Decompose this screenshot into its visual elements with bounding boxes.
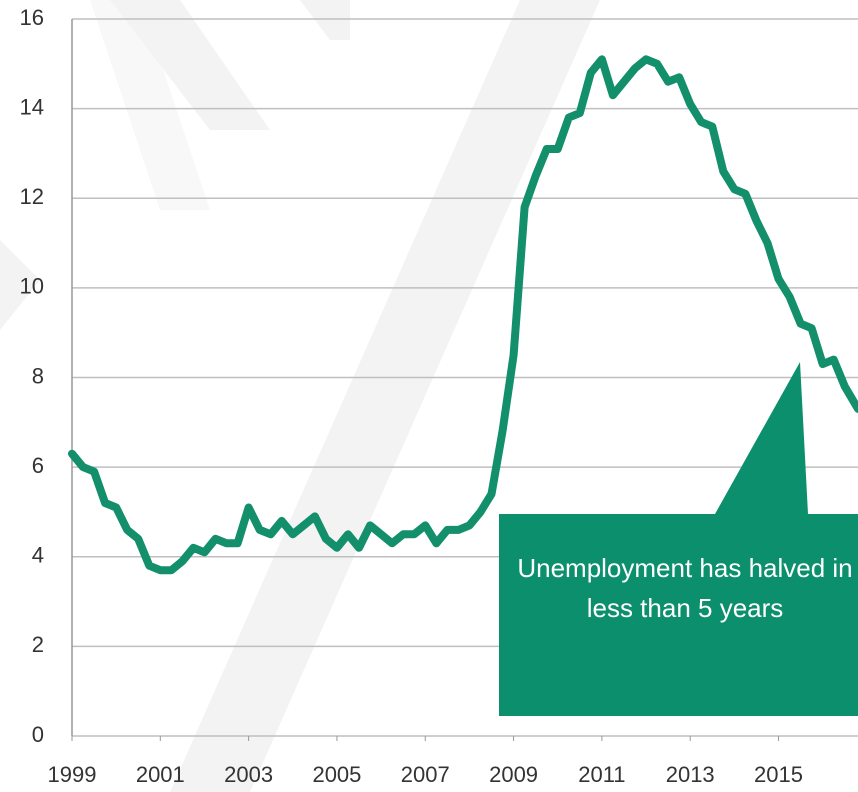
x-tick-label: 2003 [224,762,273,787]
x-tick-label: 2001 [136,762,185,787]
annotation: Unemployment has halved in less than 5 y… [517,553,853,623]
y-tick-label: 0 [32,722,44,747]
annotation-box [499,362,858,716]
x-tick-label: 2015 [754,762,803,787]
y-tick-label: 14 [20,94,44,119]
x-tick-label: 2007 [401,762,450,787]
x-tick-label: 2009 [489,762,538,787]
y-tick-label: 2 [32,632,44,657]
y-tick-label: 12 [20,184,44,209]
data-line [68,55,858,575]
x-tick-label: 2005 [312,762,361,787]
x-tick-label: 2013 [666,762,715,787]
y-tick-label: 4 [32,543,44,568]
x-tick-label: 1999 [48,762,97,787]
y-tick-label: 8 [32,363,44,388]
y-tick-label: 16 [20,5,44,30]
x-tick-label: 2011 [578,762,625,787]
y-tick-label: 10 [20,274,44,299]
y-tick-label: 6 [32,453,44,478]
